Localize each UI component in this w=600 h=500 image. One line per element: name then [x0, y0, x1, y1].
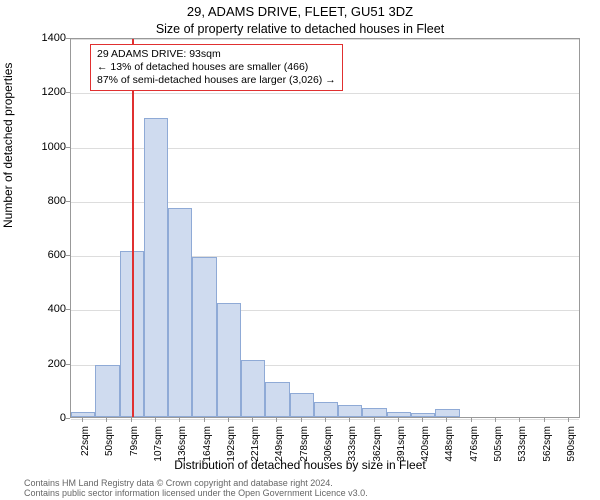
x-tick-label: 79sqm	[129, 426, 140, 456]
histogram-bar	[338, 405, 362, 417]
y-tick-label: 400	[26, 303, 66, 315]
x-tick-mark	[155, 418, 156, 422]
x-tick-label: 136sqm	[177, 426, 188, 462]
annotation-line-2: ← 13% of detached houses are smaller (46…	[97, 61, 336, 74]
histogram-bar	[411, 413, 435, 417]
y-tick-mark	[66, 201, 70, 202]
annotation-box: 29 ADAMS DRIVE: 93sqm ← 13% of detached …	[90, 44, 343, 91]
x-tick-label: 192sqm	[226, 426, 237, 462]
y-tick-label: 1400	[26, 32, 66, 44]
x-tick-label: 562sqm	[542, 426, 553, 462]
histogram-bar	[362, 408, 386, 418]
histogram-bar	[168, 208, 192, 417]
histogram-bar	[290, 393, 314, 417]
x-tick-label: 333sqm	[347, 426, 358, 462]
x-tick-label: 420sqm	[420, 426, 431, 462]
annotation-line-3: 87% of semi-detached houses are larger (…	[97, 74, 336, 87]
x-tick-mark	[544, 418, 545, 422]
histogram-bar	[241, 360, 265, 417]
histogram-bar	[71, 412, 95, 417]
x-tick-mark	[422, 418, 423, 422]
x-tick-label: 505sqm	[493, 426, 504, 462]
plot-area	[70, 38, 580, 418]
x-tick-label: 164sqm	[202, 426, 213, 462]
x-tick-mark	[204, 418, 205, 422]
x-tick-label: 391sqm	[396, 426, 407, 462]
x-tick-label: 249sqm	[274, 426, 285, 462]
x-tick-mark	[179, 418, 180, 422]
chart-title-main: 29, ADAMS DRIVE, FLEET, GU51 3DZ	[0, 4, 600, 19]
attribution-footer: Contains HM Land Registry data © Crown c…	[24, 478, 584, 499]
x-tick-mark	[252, 418, 253, 422]
histogram-bar	[95, 365, 119, 417]
x-tick-label: 590sqm	[566, 426, 577, 462]
histogram-bar	[217, 303, 241, 417]
x-tick-mark	[349, 418, 350, 422]
y-tick-mark	[66, 364, 70, 365]
histogram-bar	[435, 409, 459, 417]
x-tick-mark	[374, 418, 375, 422]
x-tick-mark	[131, 418, 132, 422]
y-tick-label: 600	[26, 249, 66, 261]
y-tick-label: 200	[26, 358, 66, 370]
x-tick-mark	[301, 418, 302, 422]
x-tick-label: 22sqm	[80, 426, 91, 456]
x-tick-mark	[82, 418, 83, 422]
x-tick-label: 306sqm	[323, 426, 334, 462]
x-tick-mark	[398, 418, 399, 422]
x-tick-label: 50sqm	[104, 426, 115, 456]
histogram-bar	[144, 118, 168, 417]
x-tick-label: 221sqm	[250, 426, 261, 462]
y-tick-label: 0	[26, 412, 66, 424]
gridline	[71, 39, 579, 40]
x-tick-mark	[568, 418, 569, 422]
histogram-bar	[265, 382, 289, 417]
x-tick-label: 448sqm	[444, 426, 455, 462]
y-tick-label: 1000	[26, 141, 66, 153]
histogram-bar	[192, 257, 216, 417]
gridline	[71, 93, 579, 94]
x-tick-mark	[325, 418, 326, 422]
footer-line-1: Contains HM Land Registry data © Crown c…	[24, 478, 584, 488]
x-tick-mark	[446, 418, 447, 422]
x-tick-mark	[495, 418, 496, 422]
y-axis-label: Number of detached properties	[1, 63, 15, 228]
marker-line	[132, 39, 134, 417]
y-tick-mark	[66, 418, 70, 419]
x-tick-mark	[471, 418, 472, 422]
x-tick-mark	[519, 418, 520, 422]
x-tick-label: 362sqm	[372, 426, 383, 462]
x-tick-mark	[276, 418, 277, 422]
y-tick-label: 1200	[26, 86, 66, 98]
x-tick-mark	[228, 418, 229, 422]
y-tick-label: 800	[26, 195, 66, 207]
x-tick-label: 107sqm	[153, 426, 164, 462]
chart-title-sub: Size of property relative to detached ho…	[0, 22, 600, 36]
footer-line-2: Contains public sector information licen…	[24, 488, 584, 498]
y-tick-mark	[66, 38, 70, 39]
y-tick-mark	[66, 92, 70, 93]
x-tick-label: 476sqm	[469, 426, 480, 462]
histogram-chart: 29, ADAMS DRIVE, FLEET, GU51 3DZ Size of…	[0, 0, 600, 500]
x-tick-label: 533sqm	[517, 426, 528, 462]
x-tick-label: 278sqm	[299, 426, 310, 462]
x-tick-mark	[106, 418, 107, 422]
annotation-line-1: 29 ADAMS DRIVE: 93sqm	[97, 48, 336, 61]
histogram-bar	[387, 412, 411, 417]
histogram-bar	[314, 402, 338, 417]
y-tick-mark	[66, 147, 70, 148]
y-tick-mark	[66, 309, 70, 310]
y-tick-mark	[66, 255, 70, 256]
